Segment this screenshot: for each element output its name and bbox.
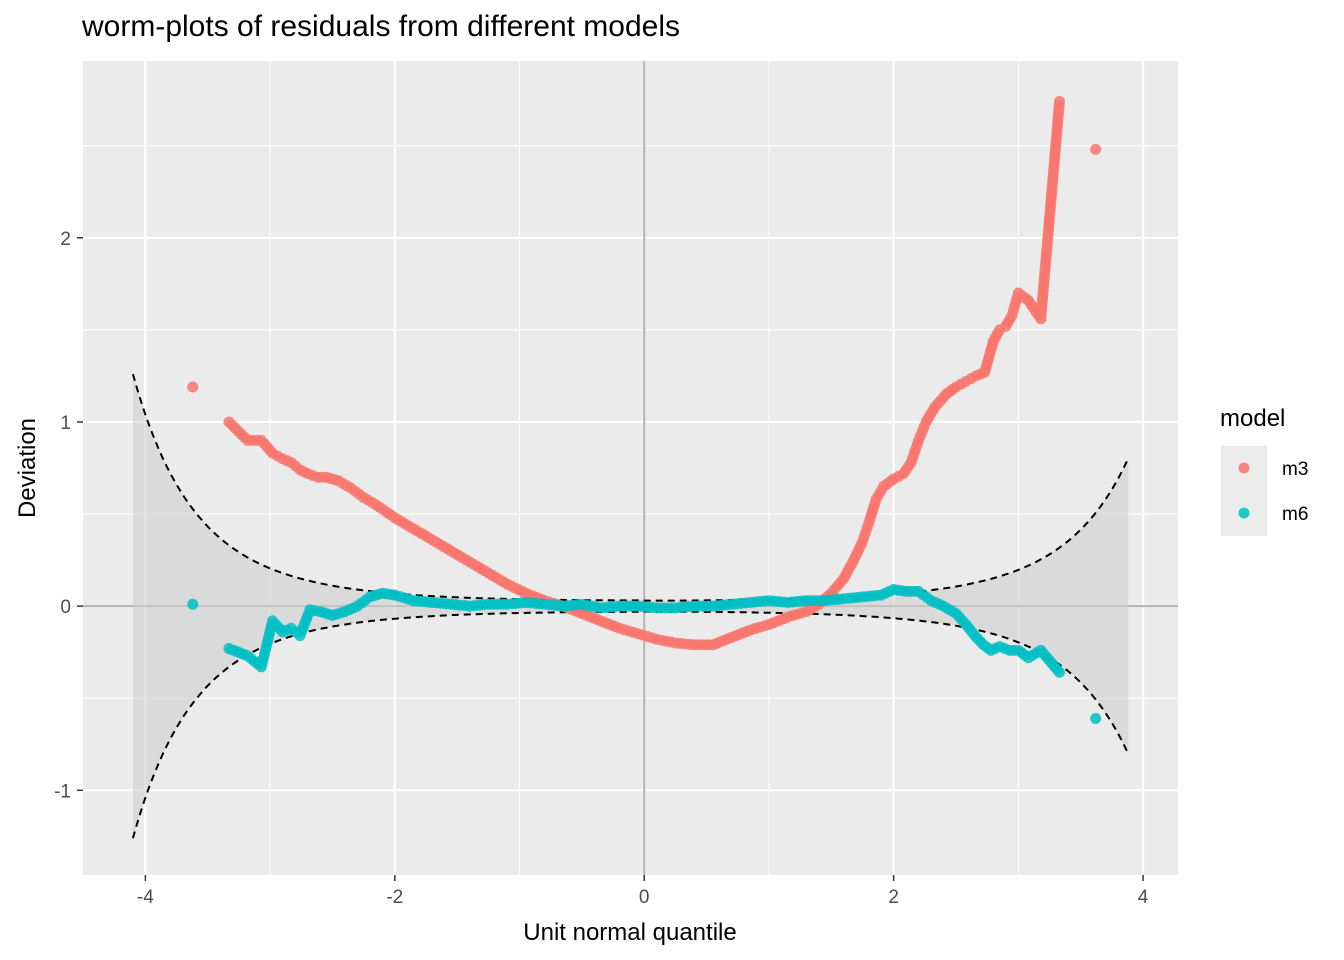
- x-axis-title: Unit normal quantile: [523, 919, 736, 946]
- legend-title: model: [1220, 405, 1285, 432]
- series-m6: [187, 584, 1102, 724]
- point-m6: [187, 598, 199, 610]
- x-tick-label: -2: [386, 887, 403, 908]
- legend-marker-m6: [1238, 507, 1250, 519]
- upper-band-line: [131, 373, 1129, 602]
- point-m3: [1090, 143, 1102, 155]
- y-tick-label: -1: [54, 781, 71, 802]
- legend-marker-m3: [1238, 462, 1250, 474]
- point-m3: [1054, 96, 1066, 108]
- x-tick-label: 2: [888, 887, 899, 908]
- point-m3: [187, 381, 199, 393]
- x-tick-label: -4: [137, 887, 154, 908]
- chart-title: worm-plots of residuals from different m…: [82, 10, 681, 43]
- y-tick-label: 0: [60, 597, 71, 618]
- y-axis-title: Deviation: [14, 418, 41, 518]
- axes: -4 -2 0 2 4 -1 0 1 2: [54, 229, 1149, 908]
- point-m6: [1090, 712, 1102, 724]
- data-points: [187, 96, 1102, 724]
- y-tick-label: 1: [60, 413, 71, 434]
- series-m3: [187, 96, 1102, 651]
- y-tick-label: 2: [60, 229, 71, 250]
- minor-gridlines: [83, 61, 1178, 883]
- plot-panel: [83, 61, 1178, 875]
- point-m6: [1054, 666, 1066, 678]
- x-tick-label: 0: [639, 887, 650, 908]
- legend-label-m3: m3: [1282, 459, 1308, 480]
- legend: model m3 m6: [1220, 405, 1308, 536]
- x-tick-label: 4: [1138, 887, 1149, 908]
- legend-label-m6: m6: [1282, 504, 1308, 525]
